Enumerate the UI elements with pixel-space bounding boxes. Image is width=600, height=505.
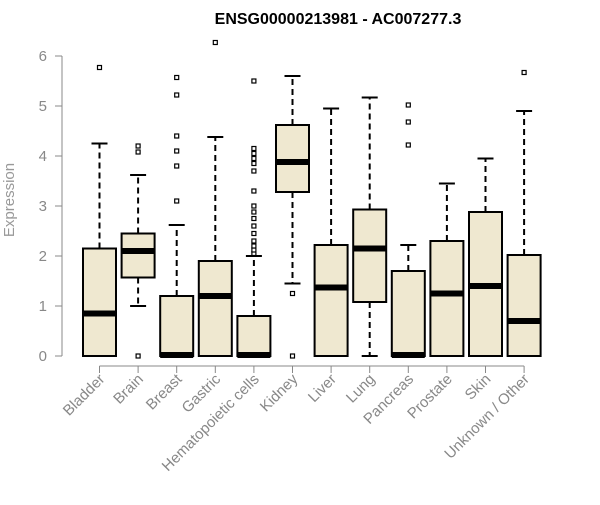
y-tick-label: 2 — [39, 248, 47, 265]
outlier-point — [405, 102, 411, 108]
outlier-point — [251, 188, 257, 194]
iqr-box — [120, 232, 156, 279]
outlier-point — [251, 155, 257, 162]
box-unknown-other — [506, 69, 542, 357]
box-bladder — [82, 64, 117, 357]
y-tick-label: 0 — [39, 348, 47, 365]
chart-title: ENSG00000213981 - AC007277.3 — [215, 11, 462, 28]
outlier-point — [405, 119, 411, 125]
iqr-box — [159, 295, 195, 357]
box-pancreas — [390, 102, 426, 358]
iqr-box — [313, 244, 349, 357]
outlier-point — [174, 74, 180, 81]
outlier-point — [521, 69, 527, 76]
iqr-box — [236, 315, 272, 357]
box-prostate — [429, 182, 465, 357]
x-tick-label: Liver — [305, 371, 340, 406]
outlier-point — [251, 160, 257, 167]
x-tick-label: Lung — [343, 371, 379, 407]
box-series — [82, 39, 542, 359]
outlier-point — [251, 243, 257, 249]
iqr-box — [429, 240, 465, 357]
y-tick-label: 5 — [39, 98, 47, 115]
y-tick-label: 6 — [39, 48, 47, 65]
outlier-point — [135, 353, 141, 359]
outlier-point — [135, 143, 141, 149]
box-skin — [468, 157, 503, 357]
outlier-point — [96, 64, 103, 71]
outlier-point — [135, 149, 141, 155]
y-tick-label: 3 — [39, 198, 47, 215]
box-gastric — [197, 39, 233, 357]
iqr-box — [506, 254, 542, 357]
outlier-point — [289, 290, 296, 297]
box-brain — [120, 143, 156, 359]
y-tick-label: 1 — [39, 298, 47, 315]
outlier-point — [251, 203, 257, 209]
outlier-point — [174, 198, 180, 204]
x-tick-label: Bladder — [60, 371, 109, 420]
box-hematopoietic-cells — [236, 78, 272, 358]
y-axis-label: Expression — [1, 163, 18, 237]
outlier-point — [174, 133, 180, 139]
box-lung — [352, 96, 388, 357]
box-liver — [313, 107, 349, 357]
iqr-box — [197, 260, 233, 357]
y-axis: 0 1 2 3 4 5 6 — [39, 48, 63, 365]
outlier-point — [212, 39, 218, 46]
outlier-point — [251, 168, 257, 174]
outlier-point — [174, 148, 180, 154]
outlier-point — [251, 247, 257, 253]
iqr-box — [390, 270, 426, 357]
box-breast — [159, 74, 195, 358]
box-kidney — [275, 75, 310, 359]
outlier-point — [174, 163, 180, 169]
y-tick-label: 4 — [39, 148, 47, 165]
outlier-point — [251, 209, 257, 215]
outlier-point — [251, 238, 257, 244]
outlier-point — [251, 145, 257, 152]
iqr-box — [352, 208, 388, 303]
outlier-point — [251, 230, 257, 237]
outlier-point — [251, 223, 257, 229]
outlier-point — [405, 142, 411, 148]
iqr-box — [82, 247, 117, 357]
iqr-box — [275, 124, 310, 193]
x-tick-label: Skin — [462, 371, 495, 404]
x-tick-label: Brain — [110, 371, 147, 408]
outlier-point — [251, 150, 257, 157]
x-tick-label: Kidney — [257, 370, 302, 415]
outlier-point — [251, 215, 257, 222]
outlier-point — [289, 353, 296, 359]
outlier-point — [174, 92, 180, 98]
outlier-point — [251, 78, 257, 84]
x-tick-label: Breast — [143, 370, 186, 413]
